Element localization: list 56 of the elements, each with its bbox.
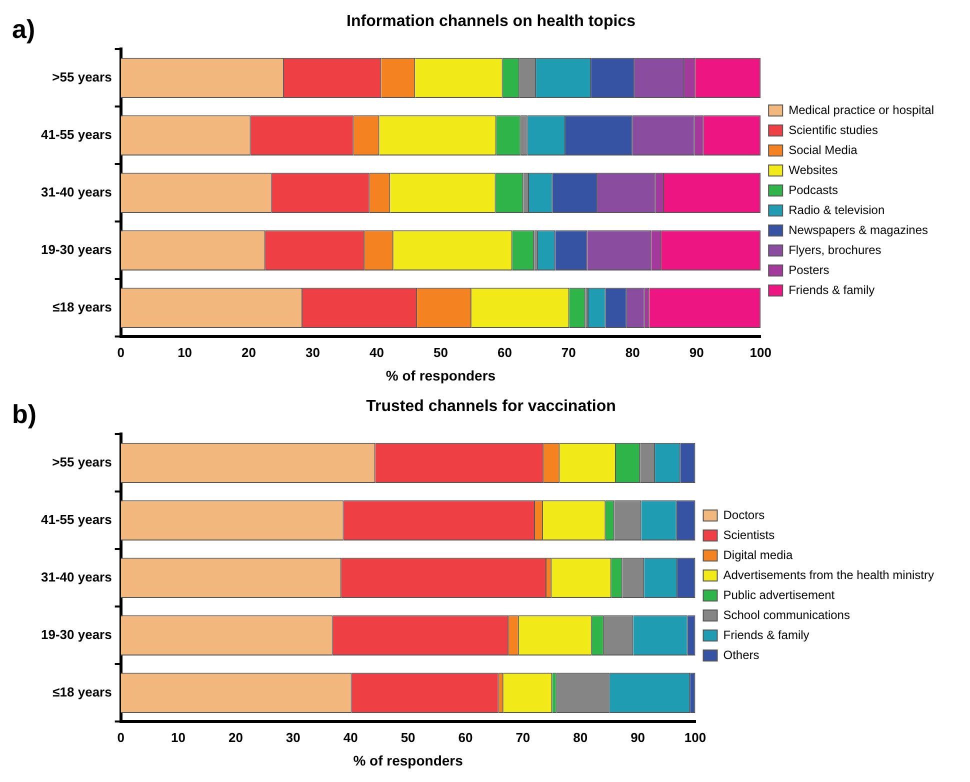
chart-title: Trusted channels for vaccination: [366, 398, 616, 416]
legend-label: Doctors: [723, 508, 765, 522]
legend-label: Medical practice or hospital: [788, 102, 934, 117]
x-tick-label: 80: [625, 344, 640, 360]
x-tick-label: 80: [573, 730, 588, 745]
legend-label: Advertisements from the health ministry: [723, 568, 934, 582]
y-tick-label: 31-40 years: [40, 569, 112, 584]
y-tick-label: 19-30 years: [40, 626, 112, 642]
y-tick-label: 41-55 years: [40, 512, 112, 527]
x-tick-label: 0: [117, 730, 124, 745]
chart-title: Information channels on health topics: [346, 13, 636, 30]
x-tick-label: 90: [630, 730, 646, 745]
x-tick-label: 10: [171, 730, 186, 745]
legend-label: Friends & family: [788, 282, 875, 297]
x-tick-label: 70: [561, 344, 576, 360]
y-tick-label: 19-30 years: [40, 242, 112, 257]
legend-label: Posters: [788, 262, 830, 277]
legend-label: Flyers, brochures: [788, 242, 882, 257]
x-tick-label: 90: [689, 344, 704, 360]
x-tick-label: 60: [458, 730, 473, 745]
y-tick-label: 41-55 years: [40, 127, 112, 142]
legend-label: Social Media: [788, 142, 858, 157]
x-axis-title: % of responders: [353, 752, 464, 768]
x-tick-label: 50: [433, 344, 448, 360]
x-tick-label: 40: [370, 344, 384, 360]
legend-label: Digital media: [723, 548, 793, 562]
text: a): [12, 14, 36, 45]
x-tick-label: 10: [178, 344, 192, 360]
legend-label: Scientific studies: [788, 122, 878, 137]
legend-label: Websites: [788, 162, 838, 177]
legend-label: Newspapers & magazines: [788, 222, 928, 237]
legend-label: Podcasts: [788, 182, 838, 197]
legend-label: Public advertisement: [723, 588, 836, 602]
legend-label: Friends & family: [723, 628, 810, 642]
x-tick-label: 30: [306, 344, 320, 360]
x-tick-label: 100: [684, 730, 706, 745]
x-tick-label: 100: [750, 344, 772, 360]
x-tick-label: 20: [228, 730, 243, 745]
x-tick-label: 50: [400, 730, 416, 745]
x-tick-label: 30: [286, 730, 300, 745]
legend-label: School communications: [723, 608, 850, 622]
y-tick-label: 31-40 years: [40, 184, 112, 200]
x-tick-label: 40: [343, 730, 358, 745]
y-tick-label: >55 years: [52, 70, 112, 85]
x-tick-label: 70: [516, 730, 530, 745]
legend-label: Others: [723, 648, 760, 662]
legend-label: Scientists: [723, 528, 775, 542]
x-tick-label: 20: [242, 344, 256, 360]
text: b): [12, 399, 37, 430]
y-tick-label: ≤18 years: [52, 684, 112, 700]
x-tick-label: 0: [117, 344, 124, 360]
y-tick-label: ≤18 years: [52, 299, 112, 314]
legend-label: Radio & television: [788, 202, 885, 217]
y-tick-label: >55 years: [52, 454, 112, 470]
x-tick-label: 60: [497, 344, 512, 360]
x-axis-title: % of responders: [386, 367, 496, 384]
